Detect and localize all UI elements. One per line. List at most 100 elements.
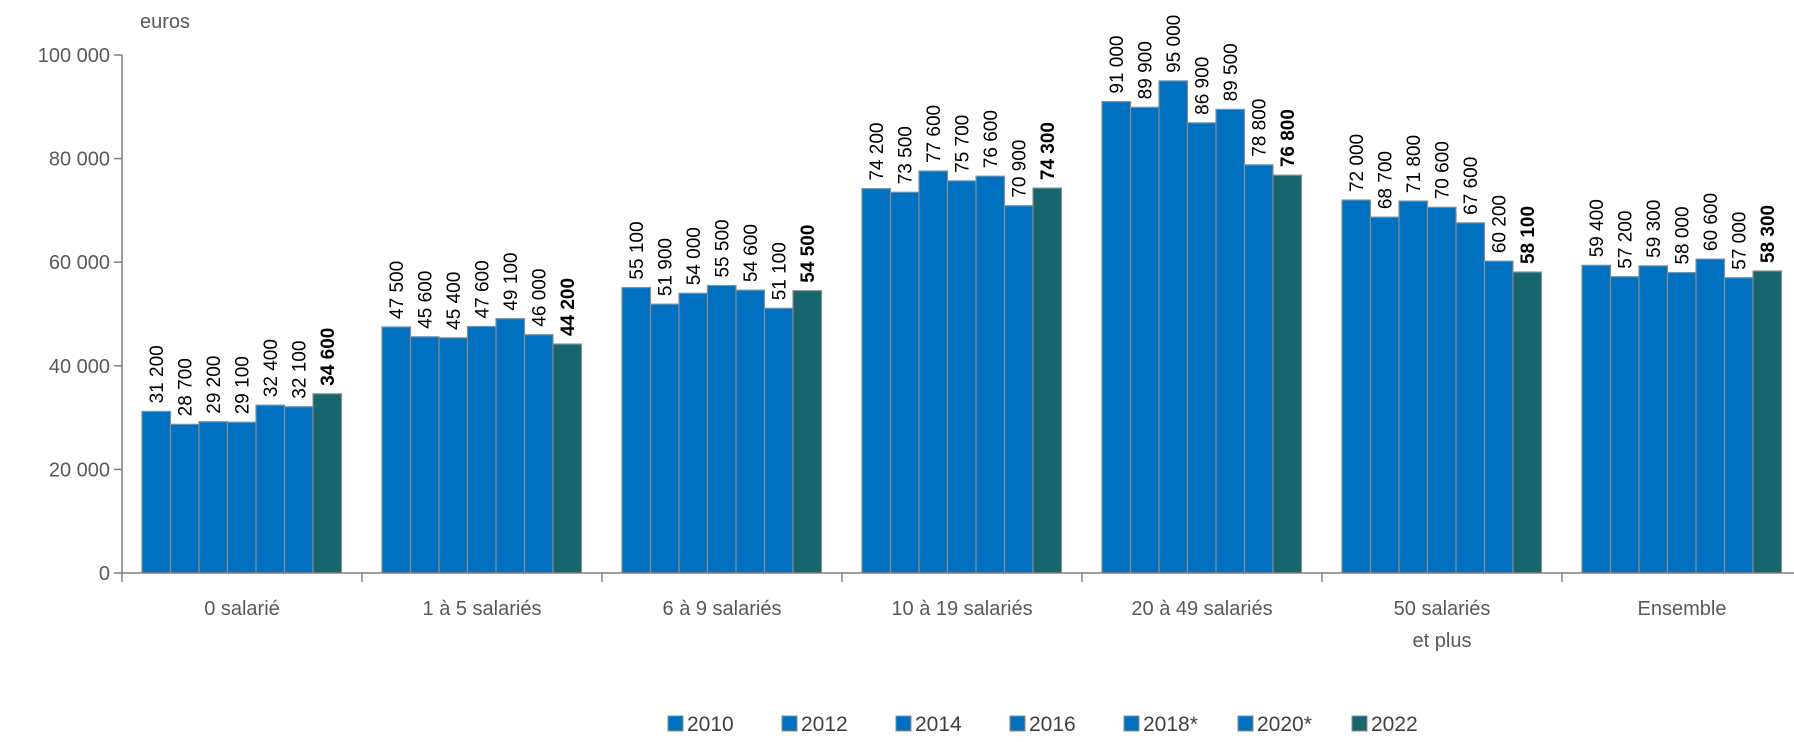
- x-tick-label: 0 salarié: [204, 598, 280, 620]
- legend-label: 2020*: [1257, 713, 1312, 736]
- data-label: 46 000: [530, 269, 551, 327]
- data-label: 76 800: [1278, 109, 1299, 167]
- data-label: 57 000: [1730, 212, 1751, 270]
- data-label: 31 200: [147, 345, 168, 403]
- legend-swatch: [781, 715, 798, 732]
- data-label: 58 000: [1673, 206, 1694, 264]
- bar: [649, 303, 680, 574]
- bar: [198, 421, 229, 574]
- bar: [466, 325, 497, 574]
- bar: [735, 289, 766, 574]
- data-label: 44 200: [558, 278, 579, 336]
- bar: [1638, 265, 1669, 574]
- bar: [1455, 222, 1486, 574]
- legend-label: 2014: [915, 713, 962, 736]
- data-label: 51 100: [770, 242, 791, 300]
- bar: [381, 326, 412, 574]
- bar: [1243, 164, 1274, 574]
- bar: [1609, 276, 1640, 574]
- bar: [409, 336, 440, 574]
- data-label: 47 600: [473, 260, 494, 318]
- y-tick-label: 20 000: [49, 459, 110, 481]
- legend-label: 2016: [1029, 713, 1076, 736]
- bar: [1129, 106, 1160, 574]
- data-label: 72 000: [1347, 134, 1368, 192]
- bar: [1398, 200, 1429, 574]
- data-label: 59 300: [1644, 200, 1665, 258]
- bar: [1341, 199, 1372, 574]
- bars-group: [141, 80, 1783, 574]
- data-label: 71 800: [1404, 135, 1425, 193]
- data-label: 49 100: [501, 253, 522, 311]
- data-label: 45 400: [444, 272, 465, 330]
- data-label: 70 900: [1010, 140, 1031, 198]
- bar: [552, 343, 583, 574]
- bar: [706, 284, 737, 574]
- data-label: 32 100: [290, 341, 311, 399]
- data-label: 32 400: [261, 339, 282, 397]
- bar: [1369, 216, 1400, 574]
- bar: [946, 180, 977, 574]
- data-label: 89 500: [1221, 43, 1242, 101]
- bar: [1158, 80, 1189, 574]
- legend-swatch: [1123, 715, 1140, 732]
- data-label: 34 600: [318, 328, 339, 386]
- data-label: 60 600: [1701, 193, 1722, 251]
- y-tick-label: 100 000: [38, 45, 110, 67]
- data-label: 45 600: [416, 271, 437, 329]
- x-tick-label: 6 à 9 salariés: [663, 598, 782, 620]
- data-label: 60 200: [1490, 195, 1511, 253]
- data-label: 91 000: [1107, 35, 1128, 93]
- bar: [255, 404, 286, 574]
- bar: [1581, 264, 1612, 574]
- bar: [621, 286, 652, 574]
- bar: [1101, 101, 1132, 574]
- y-tick-label: 80 000: [49, 149, 110, 171]
- data-label: 68 700: [1376, 151, 1397, 209]
- x-tick-label: Ensemble: [1638, 598, 1727, 620]
- bar: [861, 188, 892, 574]
- data-label: 76 600: [981, 110, 1002, 168]
- bar: [678, 292, 709, 574]
- data-label: 74 200: [867, 123, 888, 181]
- bar: [1032, 187, 1063, 574]
- bar: [1426, 206, 1457, 574]
- legend-label: 2018*: [1143, 713, 1198, 736]
- bar: [438, 337, 469, 574]
- legend-label: 2010: [687, 713, 734, 736]
- legend-swatch: [667, 715, 684, 732]
- data-label: 54 600: [741, 224, 762, 282]
- y-unit-label: euros: [140, 11, 190, 33]
- bar: [312, 393, 343, 574]
- bar: [141, 410, 172, 574]
- bar: [763, 307, 794, 574]
- data-label: 77 600: [924, 105, 945, 163]
- bar: [1186, 122, 1217, 574]
- bar: [1272, 174, 1303, 574]
- data-label: 67 600: [1461, 157, 1482, 215]
- data-label: 95 000: [1164, 15, 1185, 73]
- bar: [495, 318, 526, 574]
- data-label: 57 200: [1616, 211, 1637, 269]
- data-label: 70 600: [1433, 141, 1454, 199]
- data-label: 51 900: [656, 238, 677, 296]
- bar: [523, 334, 554, 574]
- data-label: 55 500: [713, 219, 734, 277]
- bar: [1695, 258, 1726, 574]
- data-label: 75 700: [953, 115, 974, 173]
- bar: [1003, 205, 1034, 574]
- y-tick-label: 40 000: [49, 356, 110, 378]
- bar: [1666, 271, 1697, 574]
- x-tick-label: 10 à 19 salariés: [891, 598, 1032, 620]
- bar: [889, 191, 920, 574]
- y-tick-label: 60 000: [49, 252, 110, 274]
- y-axis: 0 20 000 40 000 60 000 80 000 100 000: [38, 45, 123, 585]
- data-label: 55 100: [627, 221, 648, 279]
- x-tick-label: 20 à 49 salariés: [1131, 598, 1272, 620]
- data-label: 59 400: [1587, 199, 1608, 257]
- bar: [1512, 271, 1543, 574]
- bar: [226, 421, 257, 574]
- data-label: 29 100: [233, 356, 254, 414]
- y-tick-label: 0: [99, 563, 110, 585]
